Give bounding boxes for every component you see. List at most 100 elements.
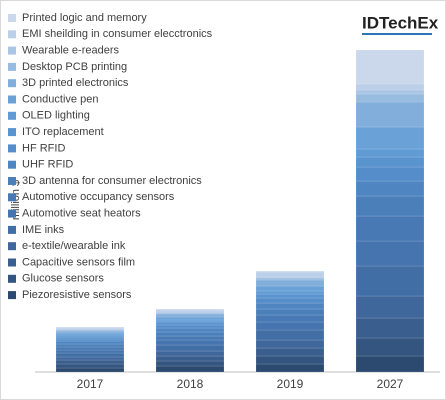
bar-segment [155, 309, 225, 313]
x-tick-label: 2018 [177, 377, 204, 391]
bar-segment [55, 363, 125, 369]
legend-label: Automotive seat heators [22, 208, 141, 220]
legend-swatch [8, 95, 16, 104]
bar-segment [355, 166, 425, 182]
bar-segment [55, 332, 125, 336]
bar-segment [355, 215, 425, 242]
legend-label: IME inks [22, 224, 65, 236]
bar-segment [355, 93, 425, 103]
legend-label: Automotive occupancy sensors [22, 191, 175, 203]
bar-segment [155, 321, 225, 326]
bar-segment [355, 265, 425, 297]
bar-segment [155, 365, 225, 373]
bar-segment [255, 277, 325, 281]
bar-segment [255, 290, 325, 295]
x-tick-label: 2019 [277, 377, 304, 391]
legend-swatch [8, 193, 16, 202]
bar-segment [155, 360, 225, 367]
legend-label: Wearable e-readers [22, 45, 120, 57]
legend-label: Glucose sensors [22, 273, 104, 285]
bar-segment [355, 83, 425, 91]
bar-segment [255, 308, 325, 316]
legend-swatch [8, 14, 16, 22]
legend-swatch [8, 160, 16, 169]
legend-swatch [8, 128, 16, 137]
bar-segment [155, 335, 225, 341]
bar-segment [55, 340, 125, 345]
bar-segment [155, 313, 225, 318]
bar-segment [355, 89, 425, 95]
legend-swatch [8, 30, 16, 39]
bar-segment [155, 319, 225, 323]
x-tick-label: 2017 [77, 377, 104, 391]
legend-label: Printed logic and memory [22, 12, 147, 24]
legend-label: UHF RFID [22, 159, 73, 171]
bar-segment [355, 317, 425, 339]
bar-segment [355, 126, 425, 150]
bar-segment [255, 302, 325, 310]
bar-segment [55, 330, 125, 334]
bar-segment [355, 295, 425, 319]
bar-segment [155, 316, 225, 321]
x-tick-label: 2027 [377, 377, 404, 391]
bar-segment [155, 308, 225, 311]
bar-segment [355, 148, 425, 158]
legend-label: Piezoresistive sensors [22, 289, 132, 301]
bar-segment [255, 321, 325, 331]
bar-segment [55, 367, 125, 373]
bar-segment [255, 363, 325, 373]
bar-segment [255, 329, 325, 341]
bar-segment [155, 327, 225, 333]
bar-segment [355, 156, 425, 168]
legend-label: Capacitive sensors film [22, 256, 135, 268]
bar-segment [255, 355, 325, 365]
legend-label: Conductive pen [22, 93, 98, 105]
legend-swatch [8, 242, 16, 251]
bar-segment [155, 324, 225, 329]
bar-segment [255, 297, 325, 304]
legend-swatch [8, 258, 16, 267]
bar-segment [355, 337, 425, 357]
legend-label: HF RFID [22, 142, 65, 154]
bar-segment [155, 331, 225, 337]
legend-label: Desktop PCB printing [22, 61, 127, 73]
legend-swatch [8, 209, 16, 218]
bar-segment [255, 293, 325, 299]
legend-swatch [8, 144, 16, 153]
bar-segment [255, 339, 325, 349]
bar-segment [255, 347, 325, 357]
bar-segment [355, 195, 425, 217]
legend-swatch [8, 79, 16, 88]
legend-label: ITO replacement [22, 126, 104, 138]
bar-segment [55, 346, 125, 351]
bar-segment [55, 334, 125, 338]
bar-segment [155, 350, 225, 357]
bar-segment [55, 338, 125, 342]
legend-swatch [8, 274, 16, 283]
legend-swatch [8, 177, 16, 185]
bar-segment [55, 336, 125, 340]
bar-segment [255, 314, 325, 323]
legend-label: 3D antenna for consumer electronics [22, 175, 202, 187]
legend-label: e-textile/wearable ink [22, 240, 126, 252]
bar-segment [55, 359, 125, 365]
bar-segment [255, 279, 325, 287]
bar-segment [255, 285, 325, 292]
bar-segment [355, 101, 425, 128]
legend-swatch [8, 291, 16, 300]
bar-segment [255, 270, 325, 273]
legend-swatch [8, 225, 16, 234]
bar-segment [155, 355, 225, 362]
bar-segment [355, 240, 425, 267]
legend-swatch [8, 111, 16, 120]
bar-segment [355, 180, 425, 197]
legend-label: OLED lighting [22, 110, 90, 122]
legend-swatch [8, 62, 16, 71]
legend-label: 3D printed electronics [22, 77, 129, 89]
bar-segment [55, 349, 125, 354]
bar-segment [255, 271, 325, 278]
bar-segment [55, 343, 125, 348]
bar-segment [155, 339, 225, 346]
bar-segment [55, 326, 125, 329]
